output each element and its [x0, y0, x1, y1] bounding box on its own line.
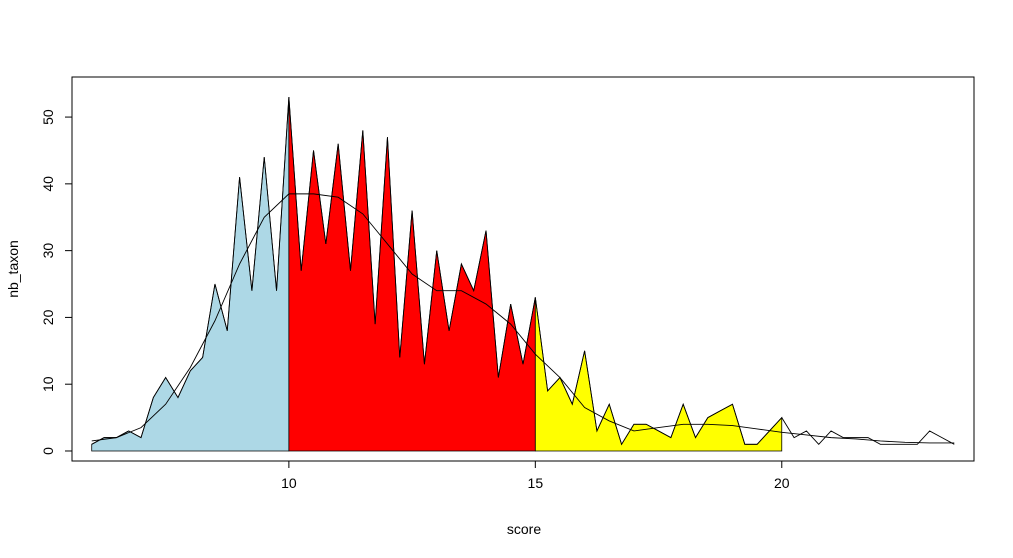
- y-axis: 0 10 20 30 40 50: [40, 109, 73, 455]
- x-tick-label: 15: [528, 475, 544, 491]
- y-tick-label: 0: [40, 447, 56, 455]
- y-tick-label: 10: [40, 376, 56, 392]
- x-axis: 10 15 20: [281, 460, 790, 491]
- x-axis-title: score: [507, 521, 541, 537]
- y-axis-title: nb_taxon: [5, 240, 21, 298]
- series-line-1: [91, 193, 955, 444]
- y-tick-label: 30: [40, 243, 56, 259]
- fill-regions: [91, 97, 783, 452]
- y-tick-label: 50: [40, 109, 56, 125]
- fill-region-0: [91, 97, 290, 452]
- y-tick-label: 20: [40, 309, 56, 325]
- y-tick-label: 40: [40, 176, 56, 192]
- x-tick-label: 10: [281, 475, 297, 491]
- x-tick-label: 20: [774, 475, 790, 491]
- series-lines: [91, 96, 955, 446]
